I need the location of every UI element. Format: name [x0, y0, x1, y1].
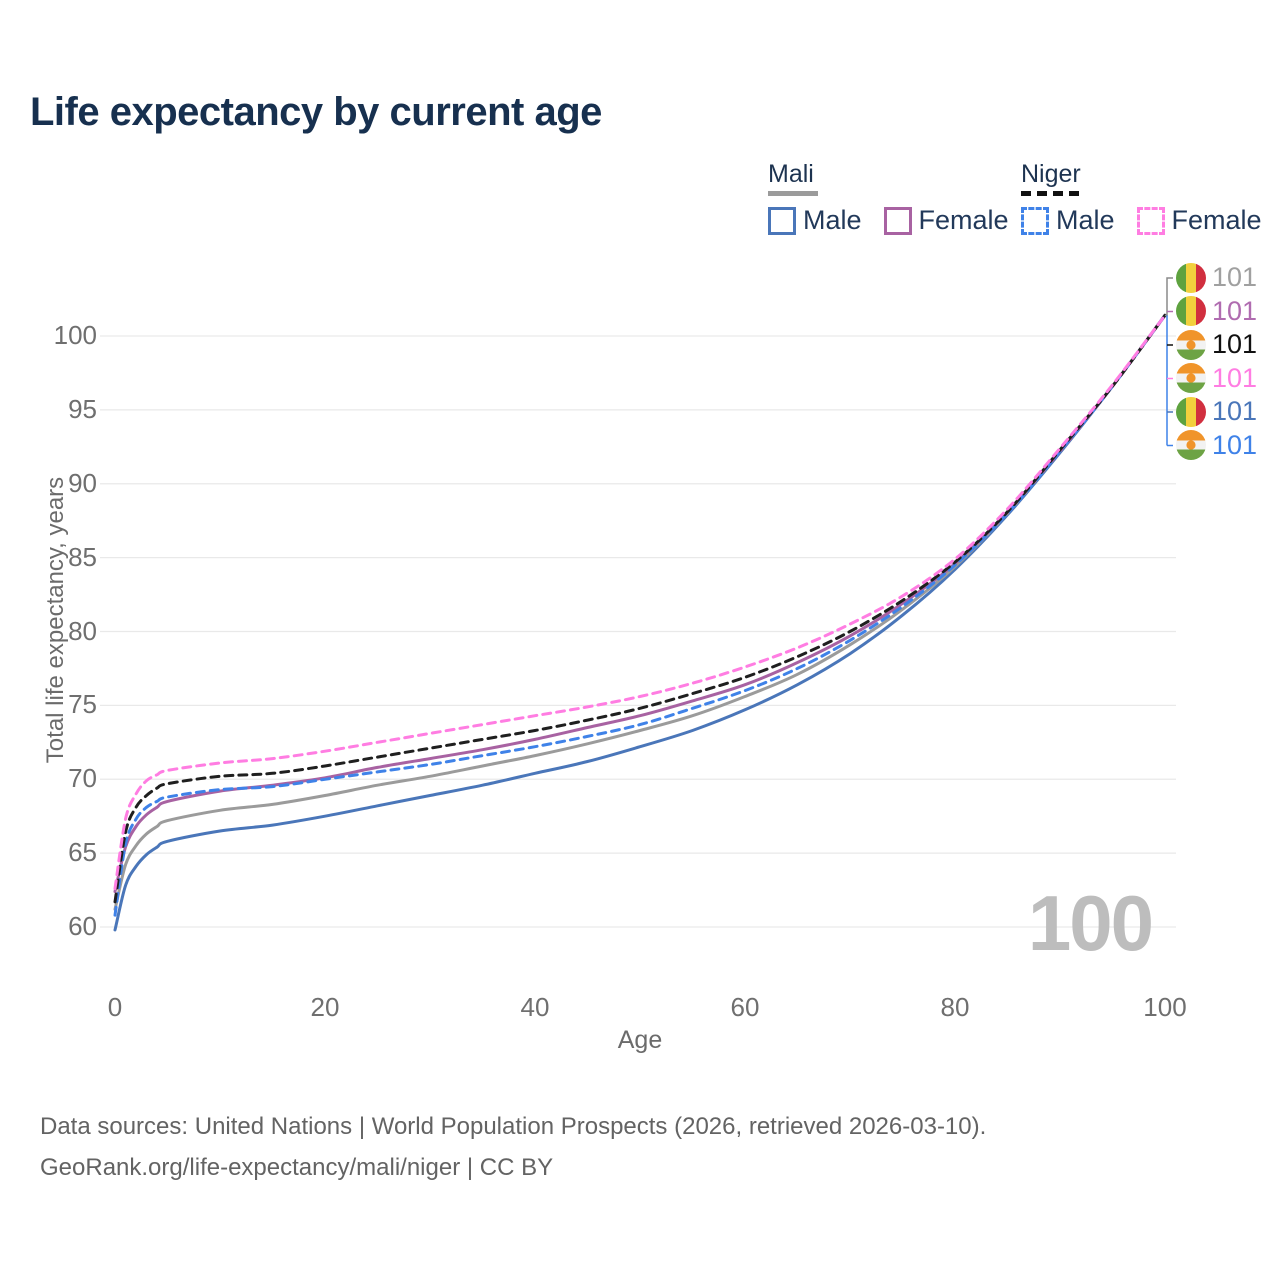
end-value-0: 101	[1212, 262, 1258, 292]
mali-flag-icon	[1176, 396, 1206, 427]
series-line-mali-both[interactable]	[113, 313, 1167, 911]
series-line-niger-both[interactable]	[113, 313, 1167, 904]
legend-item-niger-female[interactable]: Female	[1136, 205, 1262, 236]
end-value-3: 101	[1212, 362, 1258, 393]
end-value-5: 101	[1212, 429, 1258, 460]
niger-flag-icon	[1176, 329, 1206, 360]
niger-flag-icon	[1176, 430, 1206, 460]
legend-niger-male-label: Male	[1056, 205, 1115, 235]
y-tick-65: 65	[68, 837, 97, 868]
y-tick-85: 85	[68, 541, 97, 572]
x-tick-100: 100	[1143, 992, 1187, 1022]
series-line-niger-female[interactable]	[113, 313, 1167, 891]
legend-group-niger: Niger Male Female	[1021, 160, 1280, 236]
age-indicator: 100	[1027, 879, 1154, 967]
legend-mali-line-sample	[768, 191, 818, 196]
mali-flag-icon	[1176, 296, 1206, 326]
y-tick-100: 100	[53, 320, 97, 350]
end-value-1: 101	[1212, 295, 1258, 326]
end-label-row-1[interactable]: 101	[1176, 296, 1257, 327]
y-tick-75: 75	[68, 689, 97, 720]
footer-attribution: GeoRank.org/life-expectancy/mali/niger |…	[40, 1154, 554, 1181]
end-value-2: 101	[1212, 329, 1258, 359]
x-tick-20: 20	[310, 992, 340, 1022]
legend-item-mali-male[interactable]: Male	[768, 205, 862, 236]
legend-niger-label[interactable]: Niger	[1021, 160, 1081, 188]
x-tick-80: 80	[940, 992, 970, 1022]
end-label-row-5[interactable]: 101	[1176, 430, 1257, 461]
niger-male-swatch-icon	[1021, 206, 1049, 235]
page-title: Life expectancy by current age	[30, 90, 602, 134]
legend-mali-female-label: Female	[918, 205, 1009, 235]
legend-item-niger-male[interactable]: Male	[1021, 205, 1115, 236]
legend-item-mali-female[interactable]: Female	[883, 205, 1009, 236]
niger-female-swatch-icon	[1136, 206, 1165, 235]
mali-male-swatch-icon	[768, 206, 796, 235]
x-tick-60: 60	[730, 992, 760, 1022]
series-line-mali-male[interactable]	[113, 313, 1167, 932]
footer: Data sources: United Nations | World Pop…	[40, 1106, 986, 1188]
y-tick-70: 70	[68, 763, 97, 794]
footer-data-sources: Data sources: United Nations | World Pop…	[40, 1113, 987, 1140]
legend-group-mali: Mali Male Female	[768, 160, 1031, 236]
y-tick-80: 80	[68, 615, 97, 646]
connector-mali-total	[1165, 277, 1173, 317]
end-label-row-3[interactable]: 101	[1176, 363, 1257, 394]
x-axis-title: Age	[617, 1026, 663, 1054]
legend-niger-female-label: Female	[1171, 205, 1262, 235]
mali-flag-icon	[1176, 262, 1206, 293]
end-value-4: 101	[1212, 396, 1258, 426]
end-label-row-0[interactable]: 101	[1176, 262, 1257, 293]
y-tick-90: 90	[68, 467, 97, 498]
legend-niger-line-sample	[1021, 191, 1083, 196]
end-label-row-2[interactable]: 101	[1176, 329, 1257, 360]
end-label-row-4[interactable]: 101	[1176, 396, 1257, 427]
niger-flag-icon	[1176, 363, 1206, 393]
x-tick-0: 0	[107, 992, 123, 1022]
y-tick-60: 60	[68, 911, 97, 941]
mali-female-swatch-icon	[883, 206, 912, 235]
legend-mali-label[interactable]: Mali	[768, 160, 814, 188]
legend-mali-male-label: Male	[803, 205, 862, 235]
y-tick-95: 95	[68, 393, 97, 424]
x-tick-40: 40	[520, 992, 550, 1022]
